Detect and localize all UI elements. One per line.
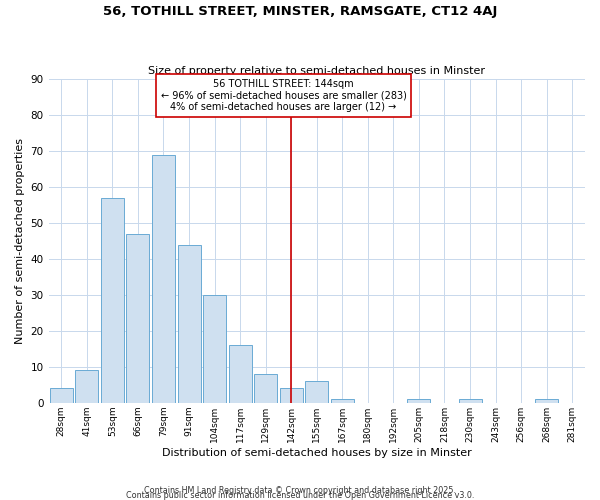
Bar	[305, 381, 328, 403]
Bar	[152, 154, 175, 403]
X-axis label: Distribution of semi-detached houses by size in Minster: Distribution of semi-detached houses by …	[162, 448, 472, 458]
Bar	[76, 370, 98, 403]
Bar	[254, 374, 277, 403]
Title: Size of property relative to semi-detached houses in Minster: Size of property relative to semi-detach…	[148, 66, 485, 76]
Bar	[203, 295, 226, 403]
Bar	[50, 388, 73, 403]
Text: 56, TOTHILL STREET, MINSTER, RAMSGATE, CT12 4AJ: 56, TOTHILL STREET, MINSTER, RAMSGATE, C…	[103, 5, 497, 18]
Bar	[178, 244, 200, 403]
Text: Contains HM Land Registry data © Crown copyright and database right 2025.: Contains HM Land Registry data © Crown c…	[144, 486, 456, 495]
Bar	[127, 234, 149, 403]
Bar	[331, 399, 354, 403]
Bar	[407, 399, 430, 403]
Bar	[280, 388, 303, 403]
Text: 56 TOTHILL STREET: 144sqm
← 96% of semi-detached houses are smaller (283)
4% of : 56 TOTHILL STREET: 144sqm ← 96% of semi-…	[161, 79, 406, 112]
Y-axis label: Number of semi-detached properties: Number of semi-detached properties	[15, 138, 25, 344]
Bar	[229, 345, 251, 403]
Bar	[458, 399, 482, 403]
Text: Contains public sector information licensed under the Open Government Licence v3: Contains public sector information licen…	[126, 491, 474, 500]
Bar	[101, 198, 124, 403]
Bar	[535, 399, 558, 403]
